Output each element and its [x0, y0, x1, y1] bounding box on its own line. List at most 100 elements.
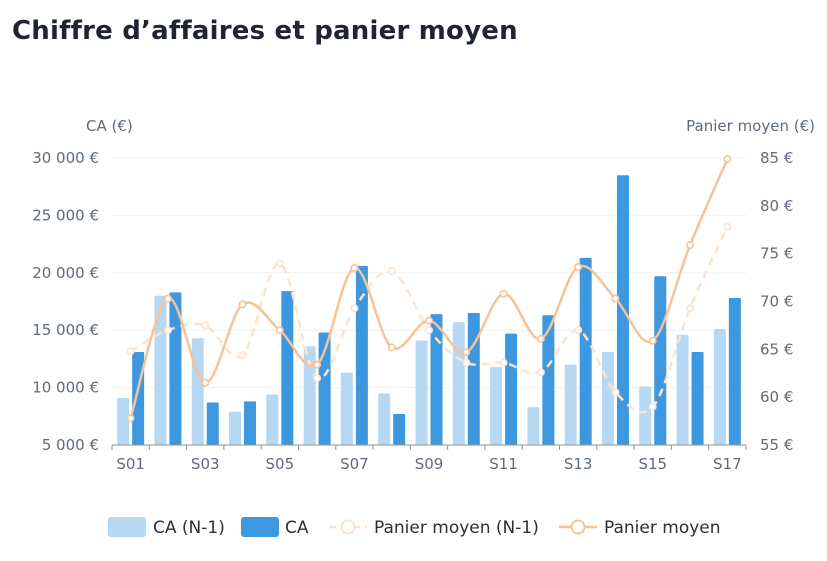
gridlines — [112, 157, 746, 389]
right-tick-label: 70 € — [760, 293, 793, 311]
bar-ca-prev — [154, 295, 167, 445]
point-panier-prev — [536, 368, 545, 377]
point-panier-prev — [275, 259, 284, 268]
point-panier-prev — [238, 351, 247, 360]
bar-ca-prev — [191, 338, 204, 445]
legend-label: CA — [285, 518, 309, 538]
legend-item: CA — [241, 517, 309, 538]
x-tick-label: S09 — [415, 455, 444, 473]
bar-ca — [542, 315, 555, 445]
point-panier — [350, 264, 359, 273]
bar-series — [117, 175, 741, 445]
bar-ca — [430, 314, 443, 445]
left-tick-label: 25 000 € — [32, 206, 99, 224]
bar-ca-prev — [303, 346, 316, 445]
point-panier-prev — [313, 374, 322, 383]
left-axis-title: CA (€) — [86, 117, 133, 135]
legend-item: Panier moyen (N-1) — [329, 518, 539, 538]
right-axis-title: Panier moyen (€) — [686, 117, 815, 135]
x-tick-label: S07 — [340, 455, 369, 473]
point-panier-prev — [350, 304, 359, 313]
left-tick-label: 20 000 € — [32, 264, 99, 282]
right-tick-label: 55 € — [760, 436, 793, 454]
legend-swatch — [241, 517, 279, 537]
bar-ca — [654, 276, 667, 445]
left-tick-label: 5 000 € — [42, 436, 99, 454]
point-panier-prev — [387, 266, 396, 275]
bar-ca-prev — [378, 393, 391, 445]
point-panier — [313, 360, 322, 369]
bar-ca — [691, 352, 704, 445]
bar-ca — [169, 292, 182, 445]
bar-ca-prev — [117, 397, 130, 445]
bar-ca — [355, 265, 368, 445]
point-panier — [611, 294, 620, 303]
bar-ca — [244, 401, 257, 445]
point-panier-prev — [723, 222, 732, 231]
bar-ca — [393, 414, 406, 445]
point-panier — [201, 378, 210, 387]
point-panier-prev — [499, 358, 508, 367]
bar-ca-prev — [490, 366, 503, 445]
right-tick-label: 65 € — [760, 340, 793, 358]
point-panier-prev — [201, 321, 210, 330]
point-panier — [536, 334, 545, 343]
bar-ca — [281, 291, 294, 445]
point-panier — [126, 414, 135, 423]
point-panier — [163, 294, 172, 303]
line-series — [126, 154, 732, 423]
x-tick-label: S03 — [191, 455, 220, 473]
point-panier — [499, 289, 508, 298]
legend: CA (N-1) CA Panier moyen (N-1) Panier moyen — [108, 517, 721, 538]
bar-ca — [728, 298, 741, 445]
bar-ca-prev — [415, 340, 428, 445]
bar-ca — [505, 333, 518, 445]
point-panier-prev — [424, 326, 433, 335]
point-panier — [238, 300, 247, 309]
bar-ca — [132, 352, 145, 445]
point-panier — [275, 326, 284, 335]
point-panier — [574, 263, 583, 272]
point-panier — [723, 154, 732, 163]
bar-ca-prev — [676, 334, 689, 445]
x-tick-label: S17 — [713, 455, 742, 473]
left-tick-label: 15 000 € — [32, 321, 99, 339]
point-panier-prev — [462, 358, 471, 367]
bar-ca-prev — [266, 394, 279, 445]
legend-marker — [570, 519, 586, 535]
legend-label: CA (N-1) — [153, 518, 225, 538]
legend-item: CA (N-1) — [108, 517, 225, 538]
chart-title: Chiffre d’affaires et panier moyen — [12, 16, 518, 46]
legend-label: Panier moyen (N-1) — [374, 518, 539, 538]
x-tick-label: S13 — [564, 455, 593, 473]
bar-ca-prev — [340, 372, 353, 445]
x-tick-label: S01 — [116, 455, 145, 473]
point-panier — [648, 336, 657, 345]
bar-ca-prev — [452, 322, 465, 445]
bar-ca-prev — [564, 364, 577, 445]
bar-ca — [579, 257, 592, 445]
bar-ca-prev — [639, 386, 652, 445]
legend-label: Panier moyen — [604, 518, 721, 538]
x-tick-label: S15 — [638, 455, 667, 473]
bar-ca-prev — [229, 411, 242, 445]
point-panier — [686, 241, 695, 250]
x-tick-label: S05 — [266, 455, 295, 473]
bar-ca — [206, 402, 219, 445]
legend-marker — [340, 519, 356, 535]
point-panier — [387, 343, 396, 352]
bar-ca — [467, 312, 480, 445]
point-panier-prev — [611, 388, 620, 397]
point-panier — [424, 316, 433, 325]
point-panier-prev — [648, 402, 657, 411]
right-tick-label: 60 € — [760, 388, 793, 406]
legend-item: Panier moyen — [559, 518, 721, 538]
left-tick-label: 10 000 € — [32, 379, 99, 397]
x-tick-label: S11 — [489, 455, 518, 473]
right-tick-label: 75 € — [760, 245, 793, 263]
legend-swatch — [108, 517, 146, 537]
right-tick-label: 80 € — [760, 197, 793, 215]
right-tick-label: 85 € — [760, 149, 793, 167]
left-tick-label: 30 000 € — [32, 149, 99, 167]
